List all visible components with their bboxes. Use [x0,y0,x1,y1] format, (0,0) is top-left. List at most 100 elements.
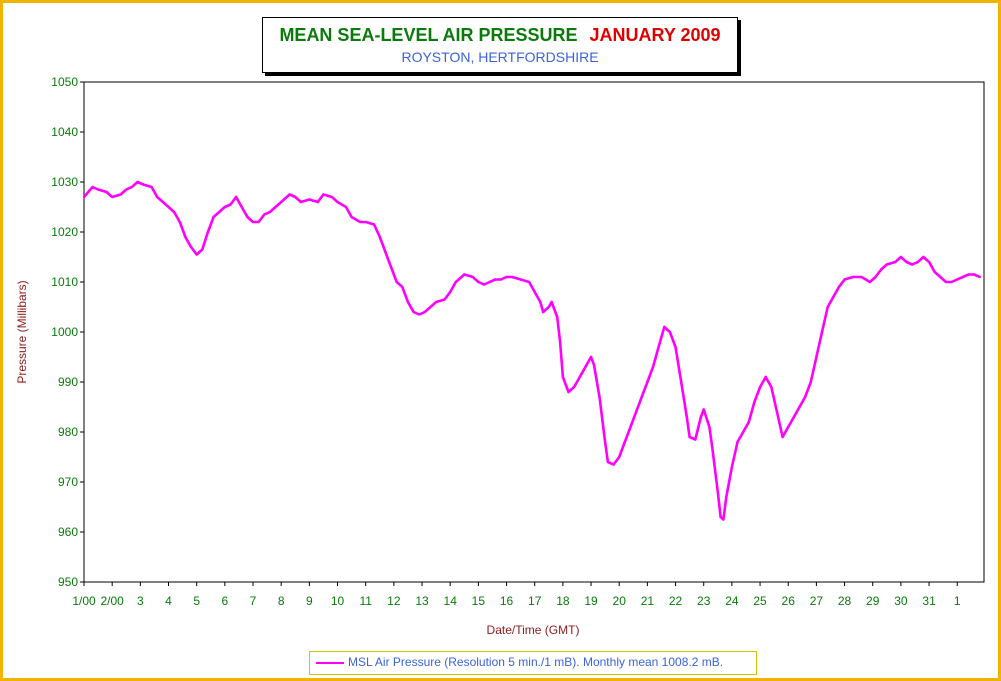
data-point [389,265,393,269]
data-point [598,395,601,399]
data-point [344,205,348,209]
data-point [956,278,959,281]
data-point [899,255,903,259]
data-point [651,365,655,369]
data-point [161,200,165,204]
data-point [905,260,908,264]
data-point [488,280,491,284]
data-point [927,260,931,264]
data-point [499,278,503,281]
data-point [178,220,181,224]
data-point [406,300,410,304]
x-tick-label: 20 [613,594,627,608]
chart-subtitle: ROYSTON, HERTFORDSHIRE [401,49,599,65]
data-point [423,310,426,314]
y-tick-label: 1040 [51,125,78,139]
data-point [694,438,697,441]
data-point [401,285,404,289]
data-point [105,190,108,194]
data-point [336,200,339,204]
x-tick-label: 7 [250,594,257,608]
x-tick-label: 28 [838,594,852,608]
data-point [136,180,139,184]
legend-label: MSL Air Pressure (Resolution 5 min./1 mB… [348,655,724,669]
data-point [711,445,714,449]
data-point [395,280,398,284]
data-point [939,275,942,279]
data-point [482,283,486,286]
data-point [764,375,767,379]
data-point [688,435,691,439]
data-point [885,263,888,266]
data-point [843,278,846,281]
data-point [911,263,914,266]
y-tick-label: 1050 [51,75,78,89]
data-point [372,223,376,226]
legend-swatch [316,662,344,664]
x-tick-label: 31 [922,594,936,608]
x-tick-label: 6 [222,594,229,608]
x-tick-label: 9 [306,594,313,608]
data-point [511,275,514,279]
data-point [950,280,953,284]
data-point [851,275,855,279]
data-point [775,410,779,414]
x-tick-label: 30 [894,594,908,608]
x-axis-title: Date/Time (GMT) [487,623,580,637]
y-tick-label: 1020 [51,225,78,239]
data-point [922,255,925,259]
y-axis-title: Pressure (Millibars) [15,280,29,383]
data-point [418,313,421,316]
data-point [722,518,725,521]
series-group [82,180,981,521]
data-point [547,305,550,309]
data-point [978,275,981,279]
data-point [142,183,145,186]
data-point [781,435,784,439]
data-point [364,220,367,224]
data-point [550,300,553,304]
data-point [251,220,255,224]
x-tick-label: 2/00 [100,594,124,608]
y-tick-label: 980 [58,425,78,439]
data-point [558,340,562,344]
data-point [172,210,176,214]
data-point [634,410,638,414]
data-point [758,385,762,389]
chart-period: JANUARY 2009 [589,25,721,45]
data-point [280,200,283,204]
data-point [730,465,734,469]
data-point [747,420,750,424]
x-tick-label: 4 [165,594,172,608]
data-point [527,280,531,284]
data-point [167,205,170,209]
data-point [792,415,796,419]
x-tick-label: 19 [584,594,598,608]
data-point [916,260,919,264]
data-point [471,275,474,279]
data-point [91,185,94,189]
data-point [603,440,607,444]
data-point [412,310,415,314]
data-point [629,425,632,429]
data-point [699,415,703,419]
data-point [257,220,260,224]
data-point [612,463,615,466]
x-tick-label: 23 [697,594,711,608]
data-point [623,440,626,444]
x-tick-label: 22 [669,594,683,608]
legend: MSL Air Pressure (Resolution 5 min./1 mB… [309,651,757,675]
data-point [463,273,466,276]
x-tick-label: 26 [782,594,796,608]
x-tick-label: 25 [753,594,767,608]
x-tick-label: 18 [556,594,570,608]
data-point [82,195,86,199]
title-line-1: MEAN SEA-LEVEL AIR PRESSURE JANUARY 2009 [263,25,737,46]
data-point [589,355,593,359]
x-tick-labels: 1/00 2/00 3 4 5 6 7 8 9 10 11 12 13 14 15 16 17 18 19 20 21 2… [72,594,961,608]
data-point [268,210,272,214]
y-tick-label: 990 [58,375,78,389]
data-point [944,280,948,284]
data-point [350,215,353,219]
data-point [299,200,303,204]
